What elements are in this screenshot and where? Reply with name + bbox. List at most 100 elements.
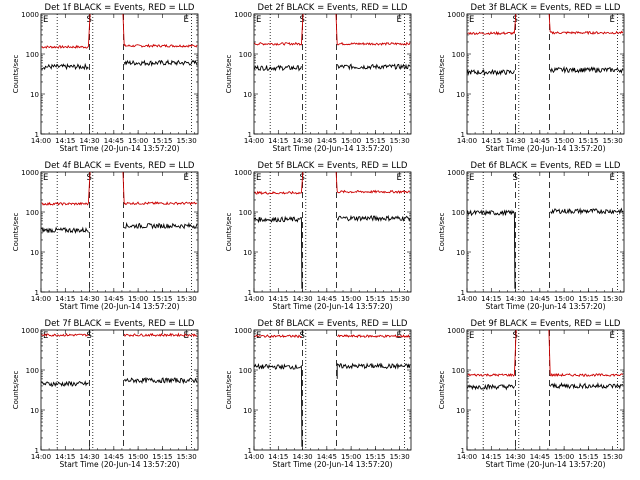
plot-frame <box>253 171 412 293</box>
series-group <box>41 14 198 71</box>
y-axis-label: Counts/sec <box>12 55 20 94</box>
y-tick-label: 100 <box>26 367 39 375</box>
x-tick-label: 14:00 <box>457 295 477 303</box>
marker-letter: E <box>469 15 474 25</box>
x-axis-label: Start Time (20-Jun-14 13:57:20) <box>273 144 393 153</box>
y-axis-label: Counts/sec <box>225 371 233 410</box>
chart-title: Det 5f BLACK = Events, RED = LLD <box>258 161 408 171</box>
y-axis-label: Counts/sec <box>225 55 233 94</box>
x-tick-label: 14:00 <box>31 295 51 303</box>
x-tick-label: 15:00 <box>554 137 574 145</box>
plot-frame <box>40 329 199 451</box>
lld-series-line <box>254 14 411 46</box>
chart-title: Det 8f BLACK = Events, RED = LLD <box>258 319 408 329</box>
x-tick-label: 14:15 <box>481 295 501 303</box>
x-axis-label: Start Time (20-Jun-14 13:57:20) <box>486 302 606 311</box>
y-tick-label: 10 <box>456 91 465 99</box>
x-tick-label: 14:00 <box>31 453 51 461</box>
plot-frame <box>40 13 199 135</box>
x-tick-label: 15:15 <box>365 295 385 303</box>
y-tick-label: 100 <box>239 209 252 217</box>
x-tick-label: 14:45 <box>104 295 124 303</box>
x-tick-label: 15:00 <box>341 453 361 461</box>
y-tick-label: 1000 <box>21 11 39 19</box>
chart-title: Det 3f BLACK = Events, RED = LLD <box>471 3 621 13</box>
x-tick-label: 14:00 <box>244 137 264 145</box>
x-tick-label: 15:15 <box>365 453 385 461</box>
plot-frame <box>253 329 412 451</box>
lld-series-line <box>41 14 198 49</box>
x-axis-label: Start Time (20-Jun-14 13:57:20) <box>486 460 606 469</box>
x-tick-label: 14:00 <box>457 453 477 461</box>
y-tick-label: 100 <box>452 51 465 59</box>
x-axis-label: Start Time (20-Jun-14 13:57:20) <box>60 144 180 153</box>
x-axis-label: Start Time (20-Jun-14 13:57:20) <box>273 302 393 311</box>
x-tick-label: 15:30 <box>177 453 197 461</box>
x-tick-label: 15:15 <box>152 137 172 145</box>
y-axis-label: Counts/sec <box>438 55 446 94</box>
x-tick-label: 14:15 <box>55 295 75 303</box>
x-tick-label: 14:45 <box>104 137 124 145</box>
x-tick-label: 14:15 <box>55 453 75 461</box>
y-tick-label: 1 <box>461 447 465 455</box>
events-series-line <box>41 377 198 388</box>
events-series-line <box>467 381 624 391</box>
series-group <box>254 14 411 72</box>
x-tick-label: 15:15 <box>578 453 598 461</box>
y-tick-label: 1000 <box>21 327 39 335</box>
x-tick-label: 15:30 <box>390 137 410 145</box>
x-tick-label: 15:00 <box>128 453 148 461</box>
y-tick-label: 1 <box>35 131 39 139</box>
chart-panel-5: Det 5f BLACK = Events, RED = LLD 1 10 100 10… <box>225 161 412 311</box>
chart-title: Det 1f BLACK = Events, RED = LLD <box>45 3 195 13</box>
marker-letter: E <box>256 15 261 25</box>
series-group <box>254 334 411 447</box>
x-tick-label: 14:30 <box>79 295 99 303</box>
x-tick-label: 15:30 <box>177 295 197 303</box>
series-group <box>467 14 624 77</box>
plot-frame <box>466 13 625 135</box>
marker-letter: E <box>610 331 615 341</box>
x-tick-label: 15:30 <box>603 137 623 145</box>
y-tick-label: 100 <box>26 209 39 217</box>
x-tick-label: 15:15 <box>578 295 598 303</box>
marker-letter: E <box>610 15 615 25</box>
x-tick-label: 14:30 <box>79 137 99 145</box>
marker-letter: S <box>87 15 92 25</box>
chart-panel-7: Det 7f BLACK = Events, RED = LLD 1 10 100 10… <box>12 319 199 469</box>
events-series-line <box>254 63 410 72</box>
x-tick-label: 15:00 <box>554 295 574 303</box>
marker-letter: E <box>43 173 48 183</box>
y-tick-label: 100 <box>26 51 39 59</box>
marker-letter: S <box>87 331 92 341</box>
y-tick-label: 1000 <box>447 327 465 335</box>
events-series-line <box>254 214 411 289</box>
x-tick-label: 14:45 <box>530 453 550 461</box>
x-tick-label: 14:15 <box>481 453 501 461</box>
y-tick-label: 1 <box>35 447 39 455</box>
x-tick-label: 15:15 <box>365 137 385 145</box>
x-tick-label: 15:30 <box>603 453 623 461</box>
x-tick-label: 14:00 <box>244 295 264 303</box>
marker-letter: E <box>184 15 189 25</box>
marker-letter: E <box>184 173 189 183</box>
x-tick-label: 14:15 <box>268 295 288 303</box>
x-tick-label: 14:45 <box>104 453 124 461</box>
chart-title: Det 7f BLACK = Events, RED = LLD <box>45 319 195 329</box>
y-tick-label: 1000 <box>21 169 39 177</box>
x-tick-label: 15:15 <box>152 453 172 461</box>
marker-letter: S <box>513 331 518 341</box>
chart-title: Det 6f BLACK = Events, RED = LLD <box>471 161 621 171</box>
y-tick-label: 1000 <box>447 169 465 177</box>
x-tick-label: 15:30 <box>390 295 410 303</box>
y-tick-label: 10 <box>243 91 252 99</box>
chart-title: Det 4f BLACK = Events, RED = LLD <box>45 161 195 171</box>
lld-series-line <box>467 330 624 377</box>
x-tick-label: 14:45 <box>317 453 337 461</box>
x-axis-label: Start Time (20-Jun-14 13:57:20) <box>273 460 393 469</box>
x-tick-label: 14:45 <box>530 295 550 303</box>
y-tick-label: 10 <box>243 407 252 415</box>
x-tick-label: 14:15 <box>55 137 75 145</box>
marker-letter: E <box>397 15 402 25</box>
